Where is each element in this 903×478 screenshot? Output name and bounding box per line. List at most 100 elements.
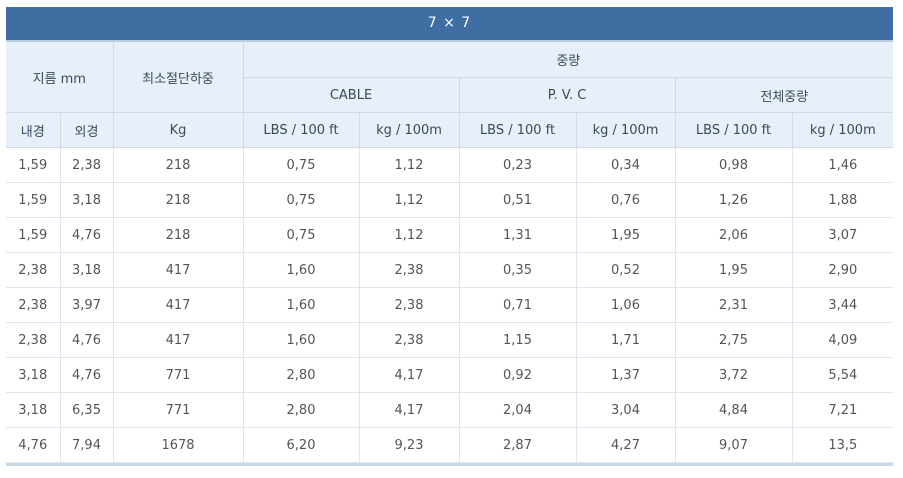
cell-breaking-load: 218 [112,217,244,253]
cell-outer-diameter: 7,94 [59,427,114,463]
cell-cable-lbs: 2,80 [242,392,360,428]
cell-outer-diameter: 4,76 [59,357,114,393]
table-row: 1,59 2,38 218 0,75 1,12 0,23 0,34 0,98 1… [6,147,894,183]
header-cable-lbs: LBS / 100 ft [242,112,360,148]
cell-cable-kg: 4,17 [358,357,460,393]
header-diameter: 지름 mm [6,42,114,113]
cell-cable-kg: 2,38 [358,252,460,288]
cell-cable-kg: 4,17 [358,392,460,428]
cell-total-lbs: 9,07 [674,427,793,463]
cell-cable-kg: 9,23 [358,427,460,463]
cell-total-kg: 1,46 [791,147,894,183]
cell-total-lbs: 1,26 [674,182,793,218]
cell-pvc-kg: 1,06 [575,287,676,323]
header-pvc-kg: kg / 100m [575,112,676,148]
cell-pvc-kg: 1,71 [575,322,676,358]
cell-outer-diameter: 3,18 [59,182,114,218]
cell-cable-lbs: 1,60 [242,322,360,358]
header-min-breaking-load: 최소절단하중 [112,42,244,113]
cell-total-kg: 3,07 [791,217,894,253]
spec-table: 지름 mm 최소절단하중 중량 CABLE P. V. C 전체중량 내경 외경… [6,42,894,463]
cell-cable-lbs: 0,75 [242,217,360,253]
cell-total-kg: 5,54 [791,357,894,393]
cell-total-kg: 1,88 [791,182,894,218]
header-total-weight: 전체중량 [674,77,894,113]
cell-total-lbs: 1,95 [674,252,793,288]
cell-inner-diameter: 2,38 [6,322,61,358]
cell-inner-diameter: 3,18 [6,392,61,428]
cell-breaking-load: 218 [112,182,244,218]
cell-total-lbs: 2,75 [674,322,793,358]
header-pvc: P. V. C [458,77,676,113]
cell-total-lbs: 3,72 [674,357,793,393]
cell-pvc-lbs: 0,71 [458,287,577,323]
cell-total-lbs: 2,31 [674,287,793,323]
cell-pvc-lbs: 0,51 [458,182,577,218]
cell-inner-diameter: 4,76 [6,427,61,463]
table-title: 7 × 7 [6,7,893,42]
cell-pvc-lbs: 2,04 [458,392,577,428]
cell-breaking-load: 771 [112,392,244,428]
cell-total-lbs: 0,98 [674,147,793,183]
header-inner-diameter: 내경 [6,112,61,148]
cell-outer-diameter: 6,35 [59,392,114,428]
cell-inner-diameter: 1,59 [6,217,61,253]
cell-inner-diameter: 2,38 [6,252,61,288]
cell-pvc-kg: 0,52 [575,252,676,288]
cell-breaking-load: 218 [112,147,244,183]
cell-total-kg: 4,09 [791,322,894,358]
table-row: 1,59 4,76 218 0,75 1,12 1,31 1,95 2,06 3… [6,217,894,253]
spec-table-container: 7 × 7 지름 mm 최소절단하중 중량 CABLE P. V. C 전체중량… [6,7,894,466]
table-row: 2,38 3,18 417 1,60 2,38 0,35 0,52 1,95 2… [6,252,894,288]
header-outer-diameter: 외경 [59,112,114,148]
cell-outer-diameter: 3,97 [59,287,114,323]
cell-outer-diameter: 3,18 [59,252,114,288]
cell-cable-lbs: 6,20 [242,427,360,463]
cell-cable-lbs: 2,80 [242,357,360,393]
cell-total-kg: 7,21 [791,392,894,428]
cell-total-kg: 2,90 [791,252,894,288]
header-total-kg: kg / 100m [791,112,894,148]
header-pvc-lbs: LBS / 100 ft [458,112,577,148]
table-row: 2,38 3,97 417 1,60 2,38 0,71 1,06 2,31 3… [6,287,894,323]
cell-pvc-lbs: 0,92 [458,357,577,393]
table-row: 3,18 4,76 771 2,80 4,17 0,92 1,37 3,72 5… [6,357,894,393]
cell-total-lbs: 4,84 [674,392,793,428]
cell-breaking-load: 417 [112,252,244,288]
header-cable-kg: kg / 100m [358,112,460,148]
cell-pvc-lbs: 1,31 [458,217,577,253]
header-total-lbs: LBS / 100 ft [674,112,793,148]
cell-breaking-load: 417 [112,287,244,323]
cell-inner-diameter: 1,59 [6,147,61,183]
cell-outer-diameter: 2,38 [59,147,114,183]
table-row: 1,59 3,18 218 0,75 1,12 0,51 0,76 1,26 1… [6,182,894,218]
cell-pvc-kg: 0,76 [575,182,676,218]
cell-pvc-kg: 3,04 [575,392,676,428]
cell-breaking-load: 771 [112,357,244,393]
cell-pvc-kg: 1,37 [575,357,676,393]
cell-breaking-load: 1678 [112,427,244,463]
cell-outer-diameter: 4,76 [59,217,114,253]
cell-pvc-kg: 4,27 [575,427,676,463]
header-kg-unit: Kg [112,112,244,148]
cell-pvc-kg: 1,95 [575,217,676,253]
header-cable: CABLE [243,77,460,113]
cell-cable-lbs: 0,75 [242,147,360,183]
cell-inner-diameter: 1,59 [6,182,61,218]
cell-cable-kg: 2,38 [358,287,460,323]
cell-total-kg: 13,5 [791,427,894,463]
cell-outer-diameter: 4,76 [59,322,114,358]
table-bottom-border [6,463,893,466]
cell-cable-lbs: 1,60 [242,287,360,323]
cell-cable-kg: 1,12 [358,182,460,218]
cell-cable-lbs: 1,60 [242,252,360,288]
table-row: 3,18 6,35 771 2,80 4,17 2,04 3,04 4,84 7… [6,392,894,428]
cell-cable-kg: 2,38 [358,322,460,358]
cell-inner-diameter: 2,38 [6,287,61,323]
cell-cable-kg: 1,12 [358,147,460,183]
cell-cable-kg: 1,12 [358,217,460,253]
table-row: 4,76 7,94 1678 6,20 9,23 2,87 4,27 9,07 … [6,427,894,463]
cell-pvc-lbs: 0,35 [458,252,577,288]
cell-pvc-lbs: 2,87 [458,427,577,463]
header-weight: 중량 [242,42,894,78]
